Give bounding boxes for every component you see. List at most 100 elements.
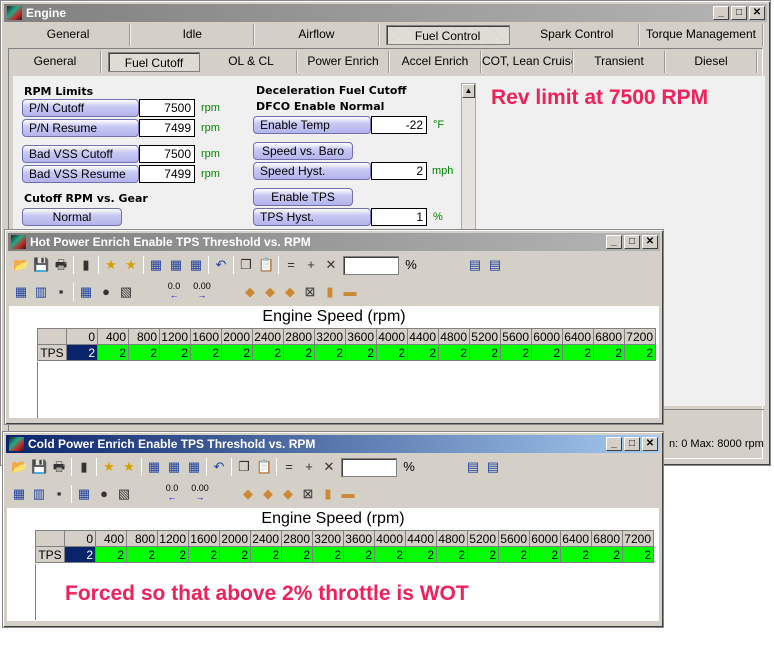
table-cell[interactable]: 2 <box>64 546 96 563</box>
table-cell[interactable]: 2 <box>283 344 315 361</box>
table-cell[interactable]: 2 <box>469 344 501 361</box>
subtab-accel-enrich[interactable]: Accel Enrich <box>390 51 482 73</box>
zoom-fit-icon[interactable]: ⊠ <box>302 486 314 501</box>
shift-left-icon[interactable]: 0.0 ← <box>160 484 184 504</box>
save-icon[interactable]: 💾 <box>33 257 50 272</box>
subtab-cot-lean-cruise[interactable]: COT, Lean Cruise <box>482 51 574 73</box>
grid-alt-icon[interactable]: ▦ <box>187 459 201 474</box>
speed-hyst-input[interactable]: 2 <box>371 162 427 180</box>
bad-vss-resume-button[interactable]: Bad VSS Resume <box>22 165 139 183</box>
surface1-icon[interactable]: ◆ <box>245 284 255 299</box>
enable-temp-button[interactable]: Enable Temp <box>253 116 371 134</box>
surface3-icon[interactable]: ◆ <box>283 486 293 501</box>
tab-airflow[interactable]: Airflow <box>255 24 380 46</box>
tps-hyst-input[interactable]: 1 <box>371 208 427 226</box>
table-cell[interactable]: 2 <box>219 546 251 563</box>
page-icon[interactable]: ▮ <box>80 459 88 474</box>
normal-button[interactable]: Normal <box>22 208 122 226</box>
table-cell[interactable]: 2 <box>560 546 592 563</box>
table-view-alt-icon[interactable]: ▤ <box>486 459 500 474</box>
shift-right-icon[interactable]: 0.00 → <box>188 484 212 504</box>
table-cell[interactable]: 2 <box>312 546 344 563</box>
table-cell[interactable]: 2 <box>405 546 437 563</box>
plus-icon[interactable]: + <box>305 459 313 474</box>
p-n-cutoff-button[interactable]: P/N Cutoff <box>22 99 139 117</box>
table-cell[interactable]: 2 <box>66 344 98 361</box>
subtab-power-enrich[interactable]: Power Enrich <box>298 51 390 73</box>
surface1-icon[interactable]: ◆ <box>243 486 253 501</box>
table-cell[interactable]: 2 <box>97 344 129 361</box>
color-scale-icon[interactable]: ▬ <box>343 284 357 299</box>
bad-vss-resume-input[interactable]: 7499 <box>139 165 195 183</box>
copy-icon[interactable]: ❐ <box>240 257 252 272</box>
open-folder-icon[interactable]: 📂 <box>13 257 30 272</box>
subtab-ol-cl[interactable]: OL & CL <box>206 51 298 73</box>
table-cell[interactable]: 2 <box>529 546 561 563</box>
p-n-cutoff-input[interactable]: 7500 <box>139 99 195 117</box>
tab-idle[interactable]: Idle <box>131 24 256 46</box>
table-icon[interactable]: ▦ <box>14 284 28 299</box>
color-table-icon[interactable]: ▥ <box>34 284 48 299</box>
p-n-resume-input[interactable]: 7499 <box>139 119 195 137</box>
color-table-icon[interactable]: ▥ <box>32 486 46 501</box>
subtab-fuel-cutoff[interactable]: Fuel Cutoff <box>108 52 200 72</box>
table-cell[interactable]: 2 <box>407 344 439 361</box>
table-cell[interactable]: 2 <box>221 344 253 361</box>
table-cell[interactable]: 2 <box>624 344 656 361</box>
tab-torque-management[interactable]: Torque Management <box>640 24 765 46</box>
chart-icon[interactable]: ▧ <box>119 284 133 299</box>
surface2-icon[interactable]: ◆ <box>265 284 275 299</box>
chart-icon[interactable]: ▧ <box>117 486 131 501</box>
enable-temp-input[interactable]: -22 <box>371 116 427 134</box>
table-cell[interactable]: 2 <box>95 546 127 563</box>
table-cell[interactable]: 2 <box>500 344 532 361</box>
table-cell[interactable]: 2 <box>531 344 563 361</box>
table-cell[interactable]: 2 <box>250 546 282 563</box>
tab-fuel-control[interactable]: Fuel Control <box>385 25 510 45</box>
subtab-diesel[interactable]: Diesel <box>666 51 758 73</box>
minimize-button[interactable]: _ <box>713 6 729 20</box>
value-input[interactable] <box>343 255 399 275</box>
table-cell[interactable]: 2 <box>345 344 377 361</box>
table-cell[interactable]: 2 <box>622 546 654 563</box>
value-input[interactable] <box>341 457 397 477</box>
subtab-general[interactable]: General <box>10 51 102 73</box>
close-button[interactable]: ✕ <box>642 437 658 451</box>
minimize-button[interactable]: _ <box>606 437 622 451</box>
sphere-icon[interactable]: ● <box>102 284 110 299</box>
tps-hyst-button[interactable]: TPS Hyst. <box>253 208 371 226</box>
tab-general[interactable]: General <box>7 24 132 46</box>
enable-tps-button[interactable]: Enable TPS <box>253 188 353 206</box>
maximize-button[interactable]: □ <box>731 6 747 20</box>
table-cell[interactable]: 2 <box>467 546 499 563</box>
close-button[interactable]: ✕ <box>642 235 658 249</box>
table-cell[interactable]: 2 <box>157 546 189 563</box>
star-icon[interactable]: ★ <box>105 257 117 272</box>
scrollbar[interactable]: ▲ <box>461 83 476 243</box>
multiply-icon[interactable]: ✕ <box>325 257 337 272</box>
table-cell[interactable]: 2 <box>126 546 158 563</box>
grid-select-icon[interactable]: ▦ <box>147 459 161 474</box>
zoom-fit-icon[interactable]: ⊠ <box>304 284 316 299</box>
bar-icon[interactable]: ▪ <box>58 284 64 299</box>
sphere-icon[interactable]: ● <box>100 486 108 501</box>
print-icon[interactable]: 🖶 <box>54 257 68 272</box>
save-icon[interactable]: 💾 <box>31 459 48 474</box>
color-bar-icon[interactable]: ▮ <box>324 486 332 501</box>
open-folder-icon[interactable]: 📂 <box>11 459 28 474</box>
table-view-icon[interactable]: ▤ <box>466 459 480 474</box>
table-view-alt-icon[interactable]: ▤ <box>488 257 502 272</box>
table-cell[interactable]: 2 <box>128 344 160 361</box>
table-cell[interactable]: 2 <box>593 344 625 361</box>
subtab-transient[interactable]: Transient <box>574 51 666 73</box>
p-n-resume-button[interactable]: P/N Resume <box>22 119 139 137</box>
shift-left-icon[interactable]: 0.0 ← <box>162 282 186 302</box>
table-cell[interactable]: 2 <box>281 546 313 563</box>
copy-icon[interactable]: ❐ <box>238 459 250 474</box>
table2-icon[interactable]: ▦ <box>77 486 91 501</box>
table-cell[interactable]: 2 <box>438 344 470 361</box>
table-cell[interactable]: 2 <box>343 546 375 563</box>
star-selected-icon[interactable]: ★ <box>123 459 135 474</box>
close-button[interactable]: ✕ <box>749 6 765 20</box>
page-icon[interactable]: ▮ <box>82 257 90 272</box>
